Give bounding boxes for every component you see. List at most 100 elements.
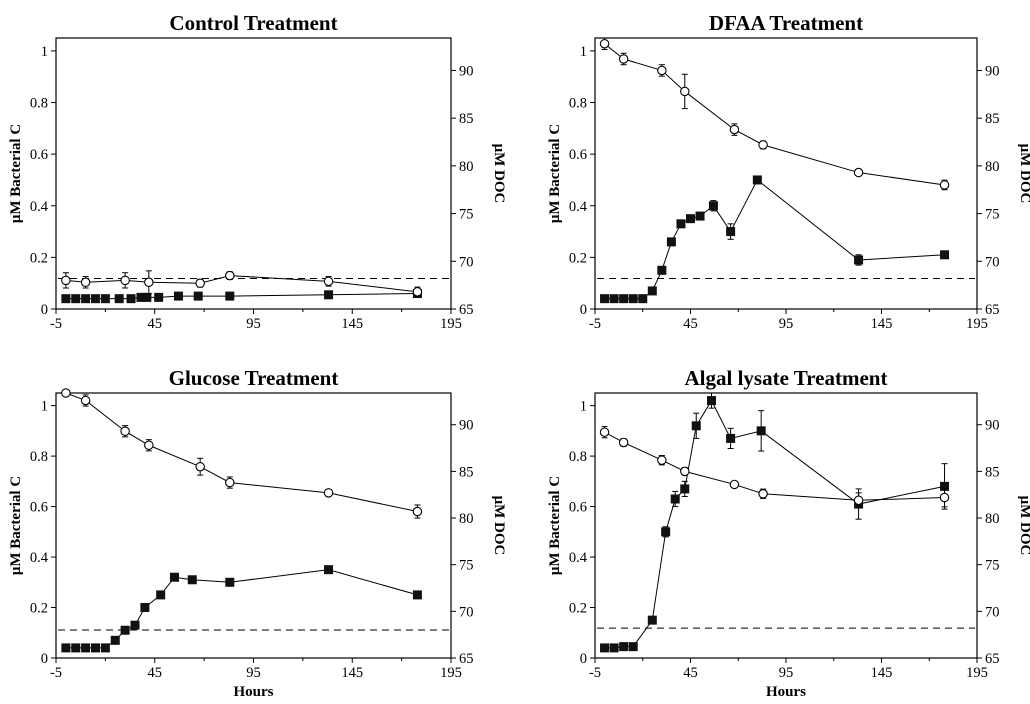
x-tick-label: 45 xyxy=(148,316,163,332)
y-left-tick-label: 0.8 xyxy=(569,96,587,112)
x-tick-label: 95 xyxy=(779,316,794,332)
y-left-tick-label: 0.4 xyxy=(569,550,588,566)
y-left-tick-label: 0.4 xyxy=(569,199,588,215)
data-point-square xyxy=(628,642,638,652)
y-right-tick-label: 70 xyxy=(985,254,1000,270)
x-tick-label: -5 xyxy=(50,316,62,332)
x-axis-label: Hours xyxy=(766,684,806,700)
y-left-tick-label: 0.8 xyxy=(30,449,48,465)
data-point-square xyxy=(91,643,100,653)
data-point-square xyxy=(661,527,671,537)
data-point-square xyxy=(412,590,422,600)
chart-title: Glucose Treatment xyxy=(169,366,339,390)
data-point-square xyxy=(628,294,638,304)
y-right-tick-label: 70 xyxy=(459,254,474,270)
data-point-square xyxy=(61,643,71,653)
data-point-circle xyxy=(599,38,610,49)
data-point-circle xyxy=(412,506,423,517)
data-point-square xyxy=(61,294,71,304)
y-right-tick-label: 75 xyxy=(459,207,474,223)
x-tick-label: 95 xyxy=(246,665,261,681)
y-axis-label-right: μM DOC xyxy=(1017,144,1030,204)
data-point-square xyxy=(686,214,695,224)
data-point-circle xyxy=(758,140,768,150)
series-line-right xyxy=(604,43,945,186)
y-left-tick-label: 0.8 xyxy=(569,449,587,465)
y-right-tick-label: 85 xyxy=(459,464,474,480)
data-point-square xyxy=(619,294,629,304)
data-point-square xyxy=(676,219,686,229)
data-point-square xyxy=(708,201,718,211)
panel-1: Control Treatment -5 45 95 145 195 0 0.2 0.4 0.6 0… xyxy=(8,11,507,332)
data-point-square xyxy=(609,294,619,304)
data-point-square xyxy=(193,291,203,301)
data-point-square xyxy=(600,643,610,653)
data-point-square xyxy=(707,396,717,406)
data-point-square xyxy=(752,175,762,185)
y-axis-label-left: μM Bacterial C xyxy=(547,124,563,223)
y-right-tick-label: 65 xyxy=(459,651,474,667)
data-point-square xyxy=(647,286,657,296)
data-point-square xyxy=(638,294,648,304)
y-left-tick-label: 0 xyxy=(580,651,587,667)
plot-frame xyxy=(55,392,452,659)
y-left-tick-label: 0.8 xyxy=(30,96,48,112)
y-right-tick-label: 65 xyxy=(459,302,474,318)
plot-frame xyxy=(55,37,452,310)
data-point-circle xyxy=(758,489,768,499)
data-point-square xyxy=(691,421,701,431)
y-left-tick-label: 1 xyxy=(580,399,587,415)
y-left-tick-label: 1 xyxy=(41,44,48,60)
data-point-square xyxy=(130,620,140,630)
data-point-square xyxy=(726,227,736,237)
y-axis-label-left: μM Bacterial C xyxy=(8,124,24,223)
data-point-square xyxy=(647,615,657,625)
data-point-circle xyxy=(680,86,690,97)
y-left-tick-label: 0 xyxy=(580,302,587,318)
y-left-tick-label: 1 xyxy=(41,399,48,415)
series-line-right xyxy=(604,431,945,501)
data-point-circle xyxy=(120,426,130,437)
data-point-circle xyxy=(225,477,235,488)
data-point-circle xyxy=(939,492,950,503)
data-point-circle xyxy=(120,275,130,286)
y-left-tick-label: 0 xyxy=(41,302,48,318)
x-tick-label: -5 xyxy=(589,665,601,681)
data-point-square xyxy=(170,572,179,582)
data-point-square xyxy=(114,294,124,304)
y-left-tick-label: 0.6 xyxy=(30,500,48,516)
y-left-tick-label: 0.2 xyxy=(30,601,48,617)
data-point-circle xyxy=(144,440,154,451)
x-tick-label: 95 xyxy=(779,665,794,681)
data-point-circle xyxy=(195,278,205,288)
y-left-tick-label: 0 xyxy=(41,651,48,667)
x-tick-label: 195 xyxy=(440,665,462,681)
data-point-square xyxy=(670,494,680,504)
x-tick-label: 45 xyxy=(683,316,698,332)
data-point-square xyxy=(324,290,334,300)
y-left-tick-label: 0.4 xyxy=(30,550,49,566)
data-point-square xyxy=(854,255,864,265)
x-tick-label: 195 xyxy=(966,665,988,681)
data-point-circle xyxy=(80,395,91,406)
x-axis-label: Hours xyxy=(233,684,273,700)
y-left-tick-label: 0.6 xyxy=(30,147,48,163)
data-point-square xyxy=(110,635,120,645)
y-right-tick-label: 90 xyxy=(459,418,474,434)
panel-2: DFAA Treatment -5 45 95 145 195 0 0.2 0.4 0.6 0.8 1… xyxy=(547,11,1030,332)
data-point-circle xyxy=(144,277,154,288)
series-line-right xyxy=(65,392,418,512)
chart-title: DFAA Treatment xyxy=(709,11,863,35)
data-point-square xyxy=(100,643,110,653)
y-right-tick-label: 70 xyxy=(459,604,474,620)
data-point-square xyxy=(609,643,619,653)
data-point-square xyxy=(142,292,152,302)
y-left-tick-label: 1 xyxy=(580,44,587,60)
data-point-square xyxy=(695,211,705,221)
data-point-square xyxy=(680,484,690,494)
y-right-tick-label: 85 xyxy=(985,464,1000,480)
chart-title: Algal lysate Treatment xyxy=(685,366,888,390)
data-point-square xyxy=(71,643,81,653)
y-axis-label-left: μM Bacterial C xyxy=(547,476,563,575)
